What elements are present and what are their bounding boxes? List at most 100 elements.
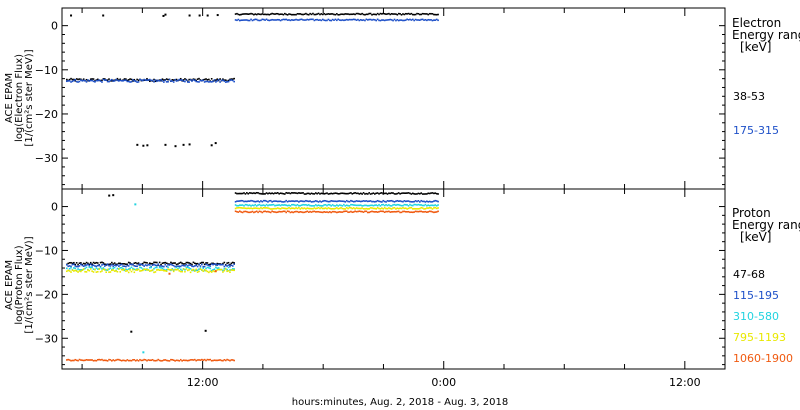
data-point [334, 192, 337, 194]
data-point [309, 200, 311, 202]
data-point [74, 267, 77, 270]
proton-x-ticks [81, 189, 686, 369]
data-point [303, 193, 306, 195]
data-point [115, 359, 117, 361]
data-point [67, 358, 70, 361]
data-point [414, 193, 417, 195]
data-point [361, 19, 363, 22]
data-point [196, 269, 199, 272]
data-point [338, 200, 341, 202]
data-point [160, 269, 162, 271]
data-point [330, 208, 333, 210]
data-point [222, 359, 224, 362]
data-point [147, 268, 150, 271]
data-point [314, 200, 317, 202]
data-point [260, 204, 262, 207]
data-point [157, 358, 160, 361]
data-point [127, 79, 130, 81]
data-point [203, 269, 206, 272]
data-point [133, 265, 136, 267]
data-point [85, 78, 88, 81]
data-point [243, 207, 245, 209]
data-point [163, 269, 165, 272]
data-point [366, 200, 369, 203]
electron-ytick-label: −10 [35, 64, 58, 77]
data-point [354, 210, 356, 213]
data-point [230, 78, 233, 80]
data-point [123, 265, 126, 268]
data-point [347, 204, 349, 207]
data-point [317, 204, 320, 206]
data-point [233, 268, 235, 270]
data-point [269, 199, 272, 202]
data-point [184, 265, 186, 267]
data-point [326, 211, 328, 213]
data-point [302, 211, 304, 214]
data-point [84, 79, 86, 82]
data-point [314, 207, 317, 210]
data-point [423, 13, 425, 15]
data-point [323, 12, 325, 15]
data-point [374, 193, 376, 195]
data-point [419, 204, 421, 206]
data-point [340, 19, 342, 22]
data-point [430, 12, 432, 15]
data-point [369, 193, 372, 195]
data-point [240, 207, 243, 209]
data-point [253, 200, 255, 203]
data-point [409, 192, 411, 195]
data-point [142, 351, 145, 354]
data-point [196, 80, 199, 83]
data-point [219, 263, 221, 266]
data-point [240, 192, 243, 195]
data-point [329, 19, 331, 22]
data-point [424, 18, 427, 21]
data-point [147, 79, 150, 81]
data-point [244, 210, 247, 213]
data-point [289, 13, 292, 16]
data-point [275, 19, 278, 21]
data-point [257, 200, 259, 202]
data-point [66, 263, 68, 266]
data-point [359, 18, 362, 21]
data-point [182, 143, 185, 146]
data-point [125, 359, 127, 362]
data-point [296, 200, 299, 202]
data-point [92, 80, 95, 83]
data-point [278, 210, 280, 213]
data-point [274, 200, 276, 202]
data-point [426, 200, 428, 203]
data-point [423, 208, 425, 210]
electron-ylabel-line2: log(Electron Flux) [14, 54, 25, 142]
data-point [272, 203, 275, 206]
data-point [279, 19, 282, 22]
data-point [191, 358, 193, 361]
data-point [420, 206, 423, 209]
data-point [284, 210, 286, 213]
data-point [368, 192, 370, 194]
data-point [89, 263, 92, 265]
data-point [292, 211, 295, 214]
data-point [359, 204, 362, 206]
data-point [278, 192, 280, 195]
data-point [229, 265, 231, 268]
data-point [288, 19, 290, 21]
data-point [94, 81, 96, 83]
data-point [386, 193, 389, 195]
data-point [389, 200, 392, 202]
data-point [395, 204, 397, 206]
data-point [96, 79, 99, 82]
data-point [237, 206, 240, 209]
data-point [388, 192, 390, 195]
data-point [426, 19, 428, 22]
data-point [188, 359, 190, 362]
data-point [331, 204, 334, 206]
data-point [310, 13, 313, 16]
data-point [113, 266, 116, 269]
data-point [147, 263, 150, 266]
data-point [435, 207, 438, 210]
data-point [295, 204, 297, 207]
data-point [403, 203, 406, 206]
data-point [179, 268, 182, 271]
data-point [231, 268, 234, 270]
